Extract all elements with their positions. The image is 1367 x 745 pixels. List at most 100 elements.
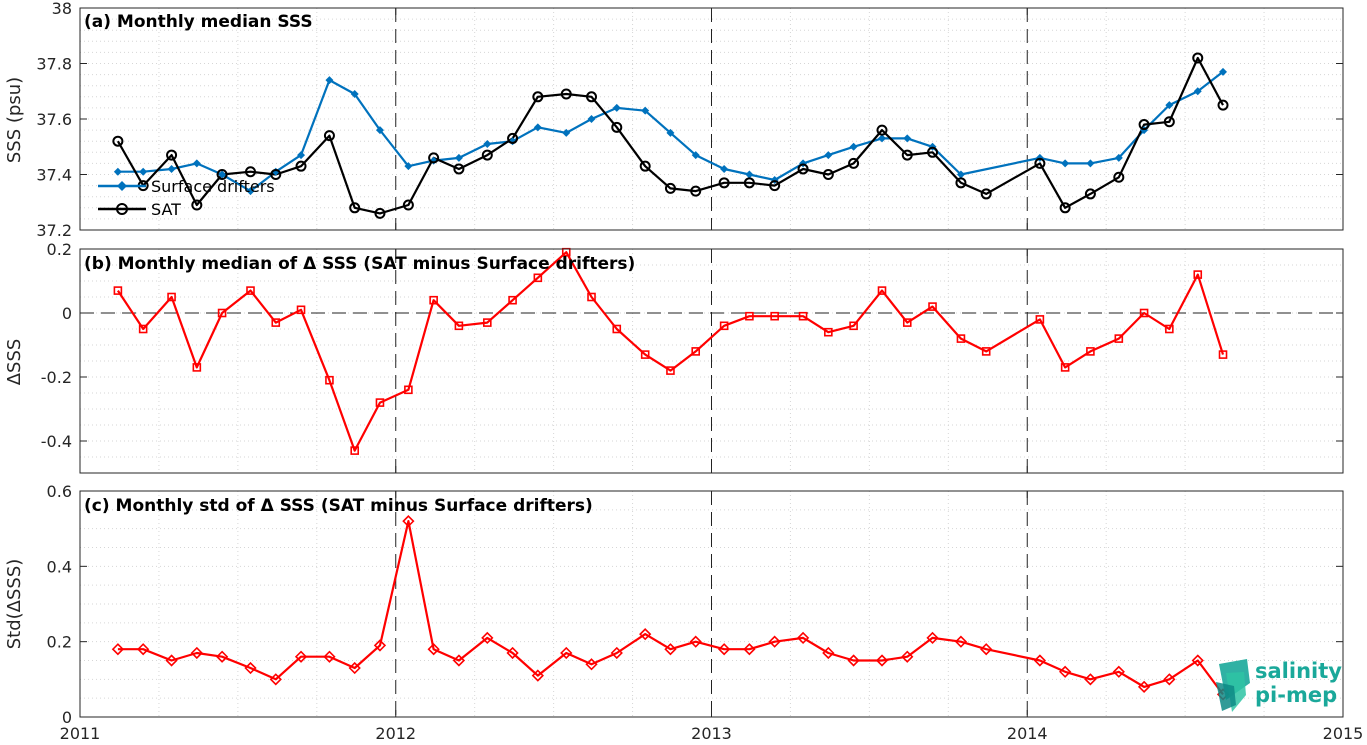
data-point <box>612 103 621 112</box>
data-point <box>691 347 701 356</box>
data-point <box>270 169 282 180</box>
data-point <box>112 135 124 147</box>
x-tick-label: 2012 <box>375 724 416 743</box>
data-point <box>903 134 912 143</box>
data-point <box>246 286 255 295</box>
data-point <box>849 321 858 331</box>
data-point <box>769 180 781 192</box>
data-point <box>1114 334 1124 343</box>
data-point <box>719 321 729 331</box>
data-point <box>1084 188 1096 200</box>
data-point <box>532 91 544 103</box>
data-point <box>1086 159 1095 168</box>
y-tick-label: 0.4 <box>47 557 72 576</box>
data-point <box>373 639 387 652</box>
data-point <box>1084 673 1097 686</box>
data-point <box>1033 654 1047 667</box>
data-point <box>531 669 544 682</box>
data-point <box>797 163 809 175</box>
data-point <box>587 115 596 123</box>
data-point <box>956 334 966 343</box>
data-point <box>955 177 967 189</box>
data-point <box>297 151 306 160</box>
data-point <box>192 159 201 168</box>
data-point <box>877 286 887 295</box>
data-point <box>981 347 991 356</box>
data-point <box>190 646 203 660</box>
y-tick-label: -0.4 <box>41 432 72 451</box>
x-tick-label: 2014 <box>1007 724 1048 743</box>
data-point <box>166 149 178 161</box>
data-point <box>374 207 386 219</box>
data-point <box>113 167 122 176</box>
data-point <box>138 324 148 334</box>
legend-surface-label: Surface drifters <box>151 177 275 196</box>
data-point <box>768 635 781 648</box>
data-point <box>137 643 150 656</box>
y-tick-label: 0.2 <box>47 633 72 652</box>
data-point <box>1060 363 1070 372</box>
data-point <box>743 643 756 656</box>
data-point <box>743 177 755 189</box>
y-tick-label: 38 <box>52 0 72 18</box>
data-point <box>349 202 361 214</box>
data-point <box>980 188 992 200</box>
data-point <box>1059 202 1071 214</box>
data-point <box>1218 350 1228 359</box>
data-point <box>1217 99 1229 111</box>
y-tick-label: 0.2 <box>47 240 72 259</box>
data-point <box>666 366 675 375</box>
panel-c-ylabel: Std(ΔSSS) <box>4 559 25 650</box>
y-tick-label: -0.2 <box>41 368 72 387</box>
data-point <box>718 177 730 189</box>
data-point <box>139 167 148 176</box>
data-point <box>325 76 334 85</box>
data-point <box>402 515 415 528</box>
data-point <box>639 160 651 172</box>
logo-line1: salinity <box>1255 659 1342 683</box>
data-point <box>1165 101 1174 110</box>
data-point <box>562 128 571 137</box>
data-point <box>640 350 650 359</box>
data-point <box>560 646 573 660</box>
panel-b-title: (b) Monthly median of Δ SSS (SAT minus S… <box>84 254 635 274</box>
data-point <box>611 121 623 133</box>
data-point <box>901 650 914 663</box>
data-point <box>641 106 650 115</box>
data-point <box>269 673 282 686</box>
data-point <box>167 164 176 173</box>
data-point <box>533 123 542 132</box>
data-point <box>1114 153 1123 162</box>
data-point <box>111 643 125 656</box>
data-point <box>745 170 754 179</box>
data-point <box>587 292 596 302</box>
data-point <box>192 363 202 372</box>
data-point <box>427 643 440 656</box>
data-point <box>691 151 700 160</box>
data-point <box>612 324 622 334</box>
legend-sat-marker <box>116 203 128 215</box>
data-point <box>1035 315 1045 324</box>
data-point <box>610 646 623 660</box>
delta-line <box>116 251 1225 452</box>
data-point <box>483 139 492 148</box>
data-point <box>770 311 779 321</box>
panel-c-title: (c) Monthly std of Δ SSS (SAT minus Surf… <box>84 496 593 516</box>
data-point <box>926 631 939 645</box>
data-point <box>824 327 833 337</box>
data-point <box>1163 673 1176 686</box>
y-tick-label: 37.6 <box>36 110 72 129</box>
data-point <box>954 635 968 648</box>
data-point <box>1138 119 1150 131</box>
delta-line <box>117 519 1224 696</box>
data-point <box>585 658 598 671</box>
data-point <box>348 661 361 675</box>
data-point <box>717 643 731 656</box>
data-point <box>1193 270 1203 279</box>
data-point <box>901 149 913 161</box>
data-point <box>927 146 939 158</box>
x-tick-label: 2015 <box>1323 724 1364 743</box>
data-point <box>745 311 754 321</box>
panel-a-ylabel: SSS (psu) <box>4 77 25 163</box>
data-point <box>875 654 889 667</box>
